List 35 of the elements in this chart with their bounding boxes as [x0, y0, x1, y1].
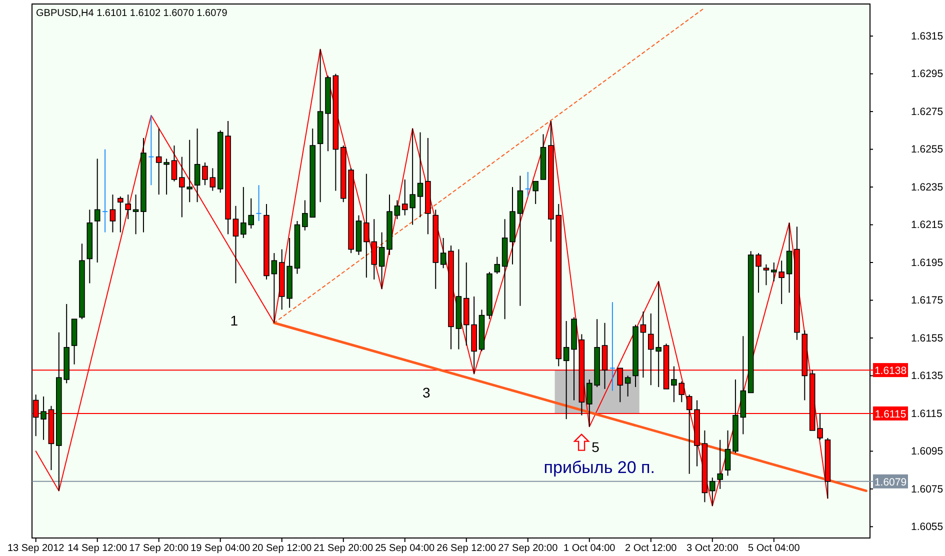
y-tick-label: 1.6215: [911, 219, 944, 232]
x-tick-label: 25 Sep 04:00: [375, 543, 436, 554]
y-tick-label: 1.6055: [911, 521, 944, 534]
annotation: 5: [592, 438, 600, 455]
y-tick-label: 1.6075: [911, 483, 944, 496]
x-tick-label: 26 Sep 12:00: [436, 543, 497, 554]
x-tick-label: 1 Oct 04:00: [564, 543, 616, 554]
y-tick-label: 1.6275: [911, 106, 944, 118]
x-tick-label: 21 Sep 20:00: [314, 543, 374, 554]
y-tick-label: 1.6115: [911, 408, 942, 420]
x-tick-label: 13 Sep 2012: [7, 543, 65, 554]
y-tick-label: 1.6195: [911, 256, 944, 269]
y-tick-label: 1.6235: [911, 181, 944, 194]
y-tick-label: 1.6295: [911, 68, 944, 80]
y-tick-label: 1.6255: [911, 144, 944, 156]
chart-title: GBPUSD,H4 1.6101 1.6102 1.6070 1.6079: [36, 8, 228, 19]
ref-line-label: 1.6079: [874, 476, 907, 488]
x-tick-label: 20 Sep 12:00: [252, 543, 312, 554]
annotation: прибыль 20 п.: [544, 458, 655, 478]
annotation: 1: [230, 312, 238, 328]
x-tick-label: 3 Oct 20:00: [686, 543, 739, 554]
x-tick-label: 19 Sep 04:00: [190, 543, 251, 554]
y-tick-label: 1.6095: [911, 446, 944, 458]
x-tick-label: 17 Sep 20:00: [129, 543, 190, 554]
ref-line-label: 1.6138: [874, 365, 907, 378]
y-tick-label: 1.6175: [911, 294, 944, 307]
x-tick-label: 27 Sep 20:00: [498, 543, 558, 554]
x-tick-label: 2 Oct 12:00: [625, 543, 678, 554]
ref-line-label: 1.6115: [874, 408, 906, 420]
y-tick-label: 1.6315: [911, 30, 944, 42]
y-tick-label: 1.6155: [911, 332, 944, 344]
x-tick-label: 14 Sep 12:00: [68, 543, 128, 554]
annotation: 3: [422, 384, 430, 401]
x-tick-label: 5 Oct 04:00: [748, 543, 800, 554]
y-tick-label: 1.6135: [911, 370, 944, 382]
